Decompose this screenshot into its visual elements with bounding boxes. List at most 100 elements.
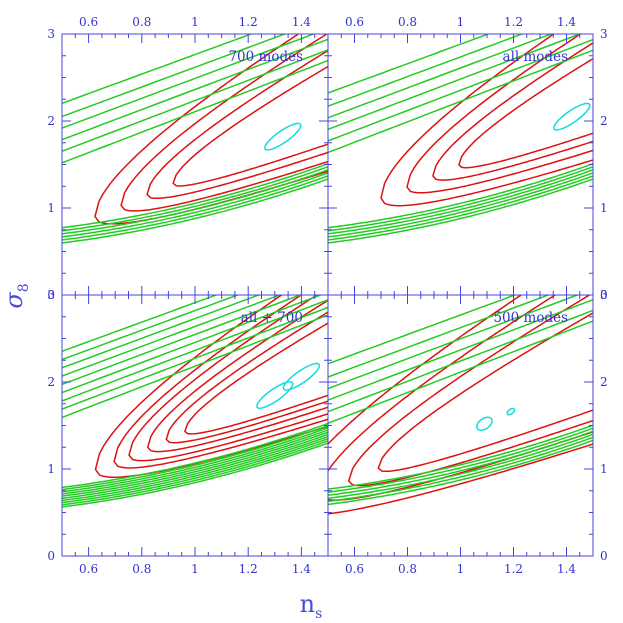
green-contour-upper: [328, 298, 593, 401]
panel-frame: [327, 33, 594, 296]
x-tick-label: 0.6: [79, 15, 98, 29]
y-tick-label: 1: [47, 462, 55, 476]
x-tick-label: 0.8: [132, 15, 151, 29]
green-contour-upper: [62, 295, 261, 369]
contour-group: [328, 295, 593, 515]
red-contour: [458, 57, 593, 169]
cyan-contour: [282, 362, 321, 391]
red-contour: [165, 311, 328, 444]
y-tick-label: 3: [47, 288, 55, 302]
y-tick-label: 1: [600, 462, 608, 476]
green-contour-upper: [62, 295, 240, 361]
contour-group: [62, 34, 328, 244]
green-contour-upper: [328, 34, 525, 108]
cyan-contour: [256, 381, 294, 409]
cyan-contour: [553, 102, 591, 131]
green-contour-upper: [328, 320, 593, 425]
panel-bottom-left: 0.6 0.8 1 1.2 1.4 0 1 2 3 all + 700: [47, 288, 329, 576]
green-contour-lower: [328, 162, 593, 229]
green-contour-lower: [62, 437, 328, 504]
y-tick-label: 0: [47, 288, 55, 302]
cyan-contour: [264, 122, 302, 151]
y-tick-label: 2: [47, 375, 55, 389]
green-contour-upper: [328, 49, 593, 154]
green-contour-upper: [62, 38, 328, 141]
red-contour: [406, 34, 593, 194]
green-contour-lower: [62, 442, 328, 508]
x-tick-label: 0.8: [132, 562, 151, 576]
x-tick-label: 0.6: [79, 562, 98, 576]
red-contour: [184, 322, 328, 435]
red-contour: [172, 65, 328, 187]
green-contour-lower: [328, 166, 593, 232]
x-tick-label: 1.2: [239, 562, 258, 576]
red-contour: [380, 34, 593, 207]
red-contour: [146, 299, 328, 453]
red-contour: [146, 49, 328, 200]
panel-label: all modes: [503, 49, 569, 65]
x-tick-label: 1.2: [504, 15, 523, 29]
x-tick-label: 0.8: [398, 562, 417, 576]
x-tick-label: 1: [191, 15, 199, 29]
red-contour: [377, 312, 593, 473]
green-contour-lower: [62, 424, 328, 491]
panel-frame: [327, 294, 594, 557]
green-contour-lower: [62, 429, 328, 495]
green-contour-lower: [62, 435, 328, 502]
green-contour-upper: [62, 295, 303, 386]
y-tick-label: 1: [600, 201, 608, 215]
x-tick-label: 1.2: [239, 15, 258, 29]
y-tick-label: 3: [47, 27, 55, 41]
panel-top-right: 0.6 0.8 1 1.2 1.4 0 1 2 3 all modes: [327, 15, 608, 302]
y-tick-label: 0: [600, 549, 608, 563]
green-contour-lower: [328, 172, 593, 238]
x-tick-label: 1.4: [557, 15, 576, 29]
green-contour-lower: [62, 433, 328, 500]
red-contour: [328, 295, 593, 501]
green-contour-lower: [62, 166, 328, 232]
x-tick-label: 1.4: [292, 15, 311, 29]
green-contour-upper: [328, 38, 593, 142]
green-contour-lower: [62, 427, 328, 493]
green-contour-upper: [62, 34, 254, 105]
y-tick-label: 1: [47, 201, 55, 215]
green-contour-lower: [62, 169, 328, 235]
green-contour-upper: [328, 295, 551, 378]
red-contour: [120, 34, 328, 212]
green-contour-lower: [62, 162, 328, 229]
green-contour-lower: [62, 440, 328, 506]
green-contour-upper: [62, 299, 328, 402]
y-tick-label: 0: [47, 549, 55, 563]
red-contour: [328, 295, 593, 515]
x-tick-label: 1.2: [504, 562, 523, 576]
x-tick-label: 1.4: [292, 562, 311, 576]
contour-group: [62, 295, 328, 508]
x-axis-title: ns: [300, 590, 323, 622]
green-contour-upper: [62, 314, 328, 419]
green-contour-lower: [328, 169, 593, 235]
green-contour-upper: [328, 34, 491, 94]
green-contour-lower: [62, 178, 328, 244]
x-tick-label: 0.6: [345, 15, 364, 29]
green-contour-upper: [62, 59, 328, 164]
green-contour-upper: [62, 34, 287, 118]
green-contour-lower: [328, 178, 593, 244]
y-tick-label: 2: [47, 114, 55, 128]
green-contour-lower: [62, 431, 328, 497]
y-tick-label: 2: [600, 114, 608, 128]
y-tick-label: 3: [600, 288, 608, 302]
y-axis-title: σ8: [0, 283, 32, 308]
green-contour-lower: [62, 175, 328, 241]
green-contour-lower: [328, 439, 593, 506]
contour-group: [328, 34, 593, 244]
green-contour-lower: [62, 422, 328, 489]
y-tick-label: 2: [600, 375, 608, 389]
cyan-contour: [475, 416, 493, 432]
cyan-contour: [506, 407, 516, 416]
panel-label: 500 modes: [493, 310, 568, 326]
green-contour-upper: [62, 49, 328, 153]
y-tick-label: 3: [600, 27, 608, 41]
x-tick-label: 1: [457, 15, 465, 29]
panel-bottom-right: 0.6 0.8 1 1.2 1.4 0 1 2 3 500 modes: [327, 288, 608, 576]
